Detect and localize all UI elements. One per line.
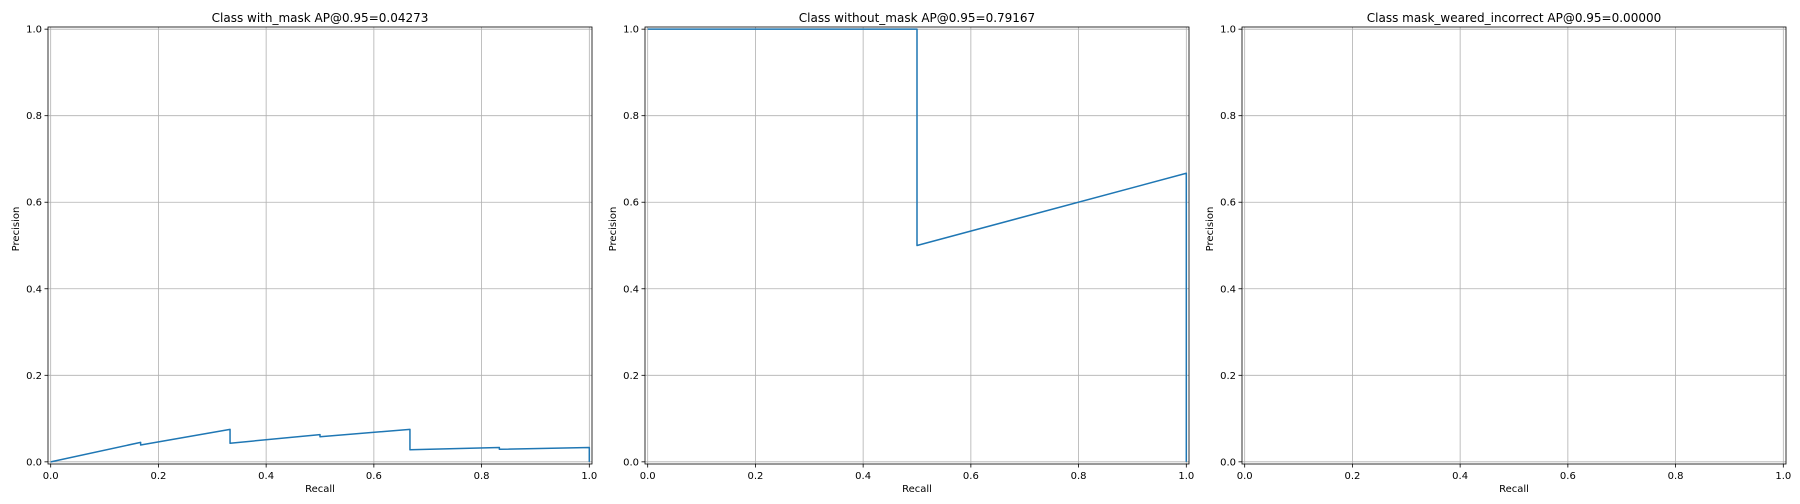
pr-curve-line <box>647 28 1188 462</box>
y-tick-label: 0.8 <box>1220 111 1236 122</box>
x-tick-label: 0.2 <box>747 471 763 482</box>
x-tick-label: 1.0 <box>1178 471 1194 482</box>
y-tick-label: 0.8 <box>26 111 42 122</box>
pr-curve-line <box>50 428 591 463</box>
subplot-title: Class without_mask AP@0.95=0.79167 <box>799 11 1035 25</box>
plot-area: 0.0 0.2 0.4 0.6 0.8 1.0 0.0 0.2 0.4 0.6 0.8 1.0 <box>1220 25 1791 482</box>
y-tick-label: 0.4 <box>623 284 639 295</box>
subplot-title: Class with_mask AP@0.95=0.04273 <box>212 11 429 25</box>
axes-frame <box>47 26 593 465</box>
x-axis-label: Recall <box>902 484 932 495</box>
axes-frame <box>1241 26 1787 465</box>
y-tick-label: 1.0 <box>26 25 42 36</box>
x-tick-label: 0.4 <box>1452 471 1468 482</box>
x-tick-label: 0.6 <box>963 471 979 482</box>
y-tick-label: 0.0 <box>1220 457 1236 468</box>
y-tick-label: 0.0 <box>26 457 42 468</box>
x-tick-label: 0.0 <box>43 471 59 482</box>
y-tick-label: 0.6 <box>26 198 42 209</box>
plot-area: 0.0 0.2 0.4 0.6 0.8 1.0 0.0 0.2 0.4 0.6 0.8 1.0 <box>623 25 1194 482</box>
axes-frame <box>644 26 1190 465</box>
x-tick-label: 0.8 <box>1668 471 1684 482</box>
x-tick-label: 0.6 <box>366 471 382 482</box>
y-tick-label: 0.8 <box>623 111 639 122</box>
y-tick-label: 0.6 <box>623 198 639 209</box>
x-axis-label: Recall <box>305 484 335 495</box>
x-tick-label: 0.2 <box>1344 471 1360 482</box>
y-axis-label: Precision <box>1205 207 1216 252</box>
y-tick-label: 0.4 <box>26 284 42 295</box>
y-tick-label: 1.0 <box>1220 25 1236 36</box>
x-tick-label: 0.4 <box>855 471 871 482</box>
y-tick-label: 0.2 <box>26 371 42 382</box>
plot-area: 0.0 0.2 0.4 0.6 0.8 1.0 0.0 0.2 0.4 0.6 0.8 1.0 <box>26 25 597 482</box>
x-tick-label: 0.0 <box>640 471 656 482</box>
y-tick-label: 0.2 <box>1220 371 1236 382</box>
y-axis-label: Precision <box>608 207 619 252</box>
x-tick-label: 0.0 <box>1237 471 1253 482</box>
x-tick-label: 1.0 <box>1775 471 1791 482</box>
x-tick-label: 0.8 <box>1071 471 1087 482</box>
y-tick-label: 0.4 <box>1220 284 1236 295</box>
subplot-with-mask: Class with_mask AP@0.95=0.04273 Recall P… <box>11 11 597 495</box>
y-tick-label: 0.0 <box>623 457 639 468</box>
y-tick-label: 0.2 <box>623 371 639 382</box>
y-tick-label: 0.6 <box>1220 198 1236 209</box>
x-tick-label: 0.4 <box>258 471 274 482</box>
x-tick-label: 0.8 <box>474 471 490 482</box>
x-tick-label: 0.6 <box>1560 471 1576 482</box>
y-tick-label: 1.0 <box>623 25 639 36</box>
x-axis-label: Recall <box>1499 484 1529 495</box>
x-tick-label: 1.0 <box>581 471 597 482</box>
subplot-without-mask: Class without_mask AP@0.95=0.79167 Recal… <box>608 11 1194 495</box>
y-axis-label: Precision <box>11 207 22 252</box>
x-tick-label: 0.2 <box>150 471 166 482</box>
subplot-title: Class mask_weared_incorrect AP@0.95=0.00… <box>1367 11 1661 25</box>
subplot-mask-weared-incorrect: Class mask_weared_incorrect AP@0.95=0.00… <box>1205 11 1791 495</box>
